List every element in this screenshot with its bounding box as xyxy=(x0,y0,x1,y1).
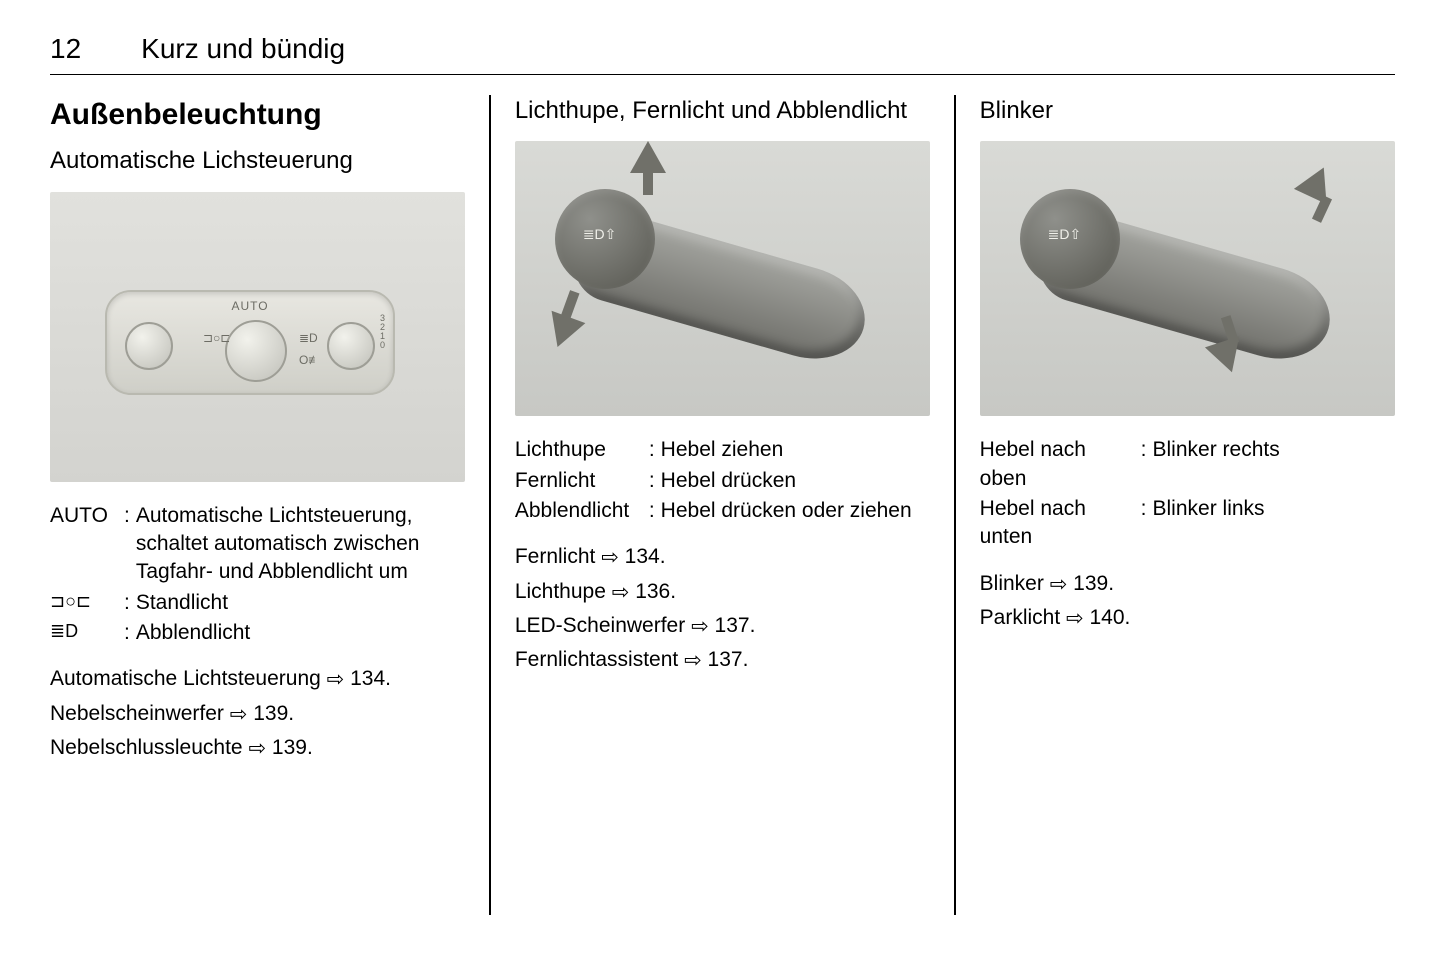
def-colon: : xyxy=(643,497,661,525)
parking-light-icon: ⊐○⊏ xyxy=(50,589,118,617)
low-beam-icon: ≣D xyxy=(50,619,118,647)
def-row: Lichthupe : Hebel ziehen xyxy=(515,436,930,464)
section-heading: Außenbeleuchtung xyxy=(50,95,465,136)
level-marks: 3210 xyxy=(380,314,385,350)
def-term: Fernlicht xyxy=(515,467,643,495)
def-row: ≣D : Abblendlicht xyxy=(50,619,465,647)
dial-left xyxy=(125,322,173,370)
def-colon: : xyxy=(118,619,136,647)
ref-icon: ⇨ xyxy=(327,666,345,694)
def-row: Abblendlicht : Hebel drücken oder ziehen xyxy=(515,497,930,525)
def-value: Standlicht xyxy=(136,589,465,617)
reference-line: Nebelschlussleuchte ⇨ 139. xyxy=(50,734,465,762)
def-colon: : xyxy=(118,502,136,587)
ref-icon: ⇨ xyxy=(684,647,702,675)
def-value: Abblendlicht xyxy=(136,619,465,647)
def-value: Hebel ziehen xyxy=(661,436,930,464)
definitions-col3: Hebel nach oben : Blinker rechts Hebel n… xyxy=(980,436,1395,551)
def-term: Hebel nach unten xyxy=(980,495,1135,552)
stalk-tip: ≣D⇧ xyxy=(1020,189,1120,289)
dial-center xyxy=(225,320,287,382)
chapter-title: Kurz und bündig xyxy=(141,30,345,68)
parking-light-icon: ⊐○⊏ xyxy=(203,330,230,346)
def-row: AUTO : Automatische Lichtsteuerung, scha… xyxy=(50,502,465,587)
column-heading: Lichthupe, Fernlicht und Abblendlicht xyxy=(515,95,930,127)
def-colon: : xyxy=(643,467,661,495)
def-colon: : xyxy=(118,589,136,617)
def-value: Hebel drücken xyxy=(661,467,930,495)
arrow-push-icon xyxy=(630,141,666,173)
def-row: Fernlicht : Hebel drücken xyxy=(515,467,930,495)
def-term: Hebel nach oben xyxy=(980,436,1135,493)
def-value: Blinker links xyxy=(1153,495,1395,552)
reference-line: Lichthupe ⇨ 136. xyxy=(515,578,930,606)
reference-line: Fernlicht ⇨ 134. xyxy=(515,543,930,571)
references-col2: Fernlicht ⇨ 134. Lichthupe ⇨ 136. LED-Sc… xyxy=(515,543,930,674)
stalk-lever: ≣D⇧ xyxy=(545,171,885,351)
column-3: Blinker ≣D⇧ Hebel nach oben : Blinker re… xyxy=(956,95,1395,915)
reference-line: Parklicht ⇨ 140. xyxy=(980,604,1395,632)
light-switch-panel: AUTO ⊐○⊏ ≣D O≢ 3210 xyxy=(105,290,395,395)
def-row: Hebel nach unten : Blinker links xyxy=(980,495,1395,552)
def-term: Abblendlicht xyxy=(515,497,643,525)
ref-icon: ⇨ xyxy=(1066,605,1084,633)
def-colon: : xyxy=(1135,495,1153,552)
column-2: Lichthupe, Fernlicht und Abblendlicht ≣D… xyxy=(491,95,954,915)
ref-icon: ⇨ xyxy=(230,701,248,729)
dial-right xyxy=(327,322,375,370)
definitions-col2: Lichthupe : Hebel ziehen Fernlicht : Heb… xyxy=(515,436,930,525)
page-header: 12 Kurz und bündig xyxy=(50,30,1395,75)
def-colon: : xyxy=(643,436,661,464)
figure-light-switch: AUTO ⊐○⊏ ≣D O≢ 3210 xyxy=(50,192,465,482)
auto-label: AUTO xyxy=(107,298,393,314)
stalk-lever: ≣D⇧ xyxy=(1010,171,1350,351)
column-heading: Blinker xyxy=(980,95,1395,127)
page-number: 12 xyxy=(50,30,81,68)
ref-icon: ⇨ xyxy=(691,613,709,641)
def-colon: : xyxy=(1135,436,1153,493)
references-col3: Blinker ⇨ 139. Parklicht ⇨ 140. xyxy=(980,570,1395,633)
subsection-heading: Automatische Lichsteuerung xyxy=(50,145,465,177)
def-row: ⊐○⊏ : Standlicht xyxy=(50,589,465,617)
figure-stalk-blinker: ≣D⇧ xyxy=(980,141,1395,416)
def-value: Automatische Lichtsteuerung, schaltet au… xyxy=(136,502,465,587)
ref-icon: ⇨ xyxy=(612,579,630,607)
reference-line: Fernlichtassistent ⇨ 137. xyxy=(515,646,930,674)
ref-icon: ⇨ xyxy=(248,735,266,763)
reference-line: Nebelscheinwerfer ⇨ 139. xyxy=(50,700,465,728)
high-beam-icon: ≣D⇧ xyxy=(583,225,617,244)
def-row: Hebel nach oben : Blinker rechts xyxy=(980,436,1395,493)
high-beam-icon: ≣D⇧ xyxy=(1048,225,1082,244)
stalk-tip: ≣D⇧ xyxy=(555,189,655,289)
arrow-push-stem xyxy=(643,171,653,195)
column-1: Außenbeleuchtung Automatische Lichsteuer… xyxy=(50,95,489,915)
reference-line: LED-Scheinwerfer ⇨ 137. xyxy=(515,612,930,640)
definitions-col1: AUTO : Automatische Lichtsteuerung, scha… xyxy=(50,502,465,648)
references-col1: Automatische Lichtsteuerung ⇨ 134. Nebel… xyxy=(50,665,465,762)
content-columns: Außenbeleuchtung Automatische Lichsteuer… xyxy=(50,95,1395,915)
def-term: AUTO xyxy=(50,502,118,587)
def-value: Hebel drücken oder ziehen xyxy=(661,497,930,525)
ref-icon: ⇨ xyxy=(1050,571,1068,599)
def-value: Blinker rechts xyxy=(1153,436,1395,493)
def-term: Lichthupe xyxy=(515,436,643,464)
low-beam-icon: ≣D xyxy=(299,330,318,346)
ref-icon: ⇨ xyxy=(601,544,619,572)
fog-rear-icon: O≢ xyxy=(299,352,320,368)
reference-line: Automatische Lichtsteuerung ⇨ 134. xyxy=(50,665,465,693)
reference-line: Blinker ⇨ 139. xyxy=(980,570,1395,598)
figure-stalk-highbeam: ≣D⇧ xyxy=(515,141,930,416)
